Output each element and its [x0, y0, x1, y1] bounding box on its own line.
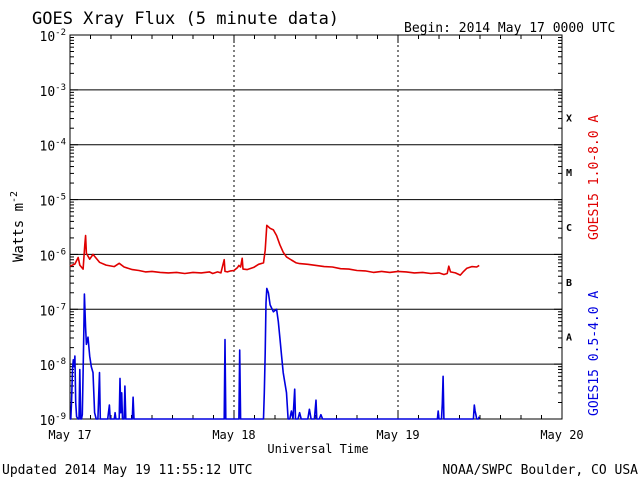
y-tick-label-6: 10-8: [40, 357, 67, 374]
flare-class-B: B: [566, 278, 572, 289]
x-tick-label-1: May 18: [212, 428, 255, 442]
updated-label: Updated 2014 May 19 11:55:12 UTC: [2, 463, 252, 478]
y-tick-label-5: 10-7: [40, 302, 67, 319]
series-label-short: GOES15 0.5-4.0 A: [587, 291, 602, 416]
series-line-0: [69, 224, 480, 276]
flare-class-labels: X M C B A: [566, 113, 572, 343]
chart-title: GOES Xray Flux (5 minute data): [32, 9, 339, 29]
y-tick-label-2: 10-4: [40, 138, 67, 155]
x-tick-label-0: May 17: [48, 428, 91, 442]
data-series: [69, 224, 480, 420]
y-tick-labels: 10-2 10-3 10-4 10-5 10-6 10-7 10-8 10-9: [40, 28, 67, 429]
y-tick-label-7: 10-9: [40, 412, 67, 429]
x-tick-label-3: May 20: [540, 428, 583, 442]
flare-class-X: X: [566, 113, 572, 124]
series-line-1: [70, 287, 480, 420]
x-axis-label: Universal Time: [267, 442, 368, 456]
x-tick-labels: May 17 May 18 May 19 May 20: [48, 428, 583, 442]
series-label-long: GOES15 1.0-8.0 A: [587, 115, 602, 240]
y-tick-label-0: 10-2: [40, 28, 67, 45]
y-axis-label: Watts m-2: [9, 191, 27, 262]
x-tick-label-2: May 19: [376, 428, 419, 442]
flare-class-A: A: [566, 333, 572, 344]
vertical-gridlines: [69, 35, 563, 419]
y-tick-label-1: 10-3: [40, 83, 67, 100]
source-label: NOAA/SWPC Boulder, CO USA: [442, 463, 638, 478]
begin-label: Begin: 2014 May 17 0000 UTC: [404, 21, 615, 36]
flare-class-C: C: [566, 223, 572, 234]
horizontal-gridlines: [70, 34, 562, 420]
flare-class-M: M: [566, 168, 572, 179]
y-tick-label-3: 10-5: [40, 193, 67, 210]
y-tick-label-4: 10-6: [40, 247, 67, 264]
plot-frame: [69, 34, 563, 420]
y-axis-label-exponent: -2: [9, 191, 20, 203]
